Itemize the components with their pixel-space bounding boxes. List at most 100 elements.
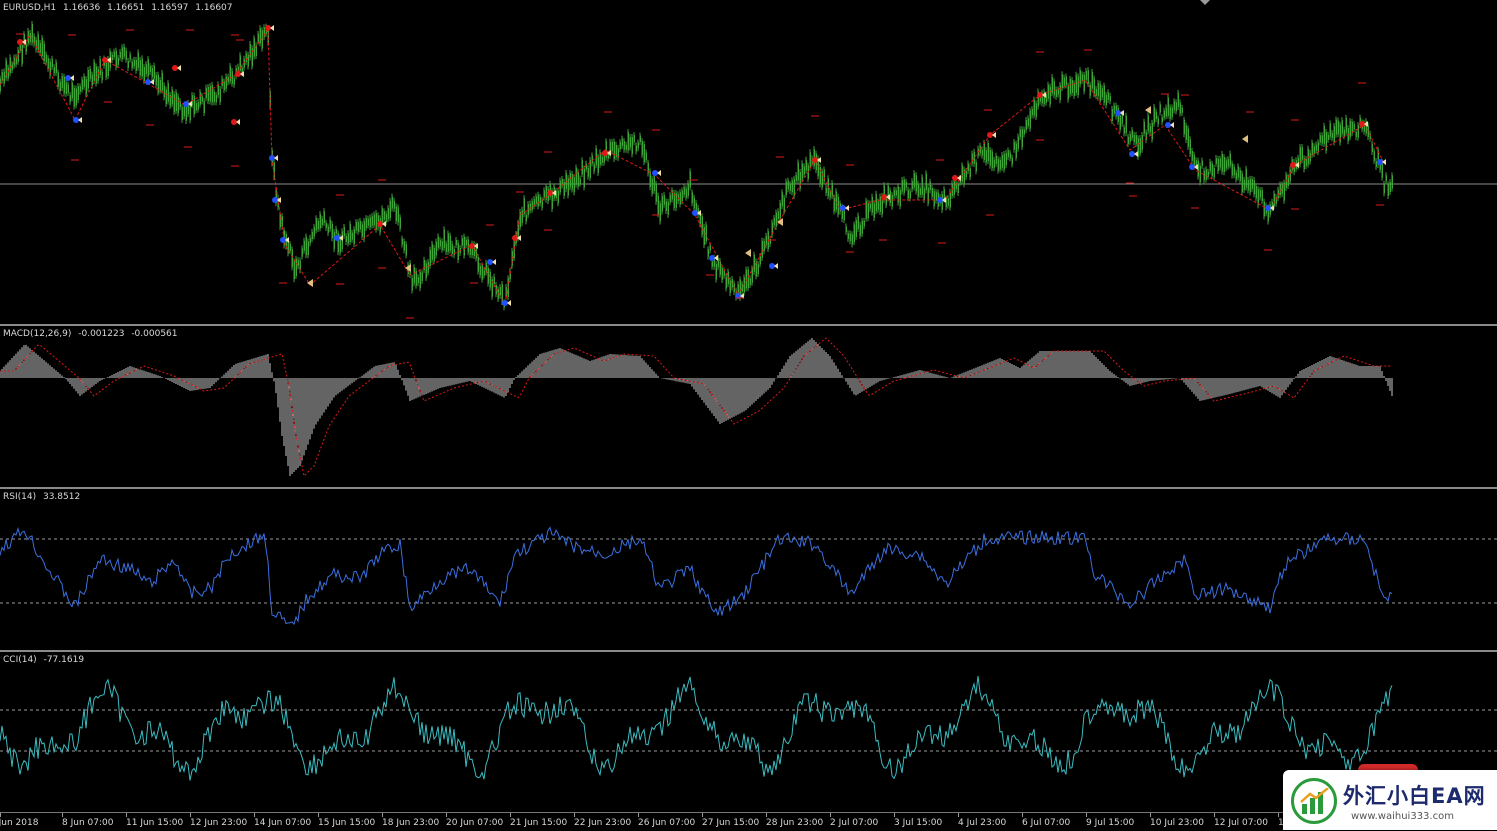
candle-body bbox=[165, 89, 167, 104]
candle-body bbox=[1087, 70, 1089, 84]
rsi-pane[interactable]: RSI(14) 33.8512 bbox=[0, 489, 1497, 650]
candle-body bbox=[33, 36, 35, 45]
sell-signal-icon bbox=[812, 157, 818, 163]
candle-body bbox=[965, 171, 967, 178]
signal-arrow-icon bbox=[285, 237, 289, 243]
candle-body bbox=[169, 94, 171, 106]
candle-body bbox=[663, 195, 665, 205]
cci-line-svg[interactable] bbox=[0, 652, 1497, 812]
candle-body bbox=[65, 82, 67, 94]
candle-body bbox=[433, 247, 435, 262]
candle-body bbox=[1317, 142, 1319, 153]
candle-body bbox=[993, 159, 995, 169]
time-axis[interactable]: 6 Jun 2018 8 Jun 07:00 11 Jun 15:00 12 Jun … bbox=[0, 812, 1497, 831]
candle-body bbox=[1135, 135, 1137, 144]
candle-body bbox=[1249, 178, 1251, 193]
candle-body bbox=[477, 256, 479, 272]
candle-body bbox=[213, 91, 215, 103]
rsi-label: RSI(14) 33.8512 bbox=[3, 492, 84, 502]
sell-signal-icon bbox=[512, 235, 518, 241]
candle-body bbox=[959, 177, 961, 184]
candle-body bbox=[1199, 166, 1201, 183]
candle-body bbox=[1353, 123, 1355, 130]
candle-body bbox=[15, 57, 17, 65]
signal-arrow-icon bbox=[657, 170, 661, 176]
candle-body bbox=[359, 220, 361, 230]
time-tick-mark bbox=[318, 813, 319, 817]
rsi-line-svg[interactable] bbox=[0, 489, 1497, 650]
candle-body bbox=[1379, 163, 1381, 170]
candle-body bbox=[1121, 113, 1123, 124]
candle-body bbox=[719, 260, 721, 275]
candle-body bbox=[795, 175, 797, 181]
candle-body bbox=[903, 179, 905, 193]
candle-body bbox=[1101, 88, 1103, 98]
signal-arrow-icon bbox=[745, 249, 751, 257]
candle-body bbox=[437, 236, 439, 248]
price-candles-svg[interactable] bbox=[0, 0, 1497, 324]
candle-body bbox=[545, 186, 547, 200]
candle-body bbox=[471, 243, 473, 256]
candle-body bbox=[681, 190, 683, 202]
candle-body bbox=[1203, 170, 1205, 181]
signal-arrow-icon bbox=[845, 205, 849, 211]
candle-body bbox=[649, 171, 651, 188]
time-tick-label: 10 Jul 23:00 bbox=[1150, 818, 1204, 828]
signal-arrow-icon bbox=[270, 25, 274, 31]
candle-body bbox=[11, 64, 13, 71]
candle-body bbox=[1231, 163, 1233, 176]
candle-body bbox=[483, 270, 485, 276]
cci-pane[interactable]: CCI(14) -77.1619 bbox=[0, 652, 1497, 812]
candle-body bbox=[157, 74, 159, 93]
candle-body bbox=[665, 201, 667, 211]
candle-body bbox=[1305, 158, 1307, 167]
time-tick-mark bbox=[0, 813, 1, 817]
candle-body bbox=[1127, 136, 1129, 144]
candle-body bbox=[1179, 102, 1181, 114]
candle-body bbox=[975, 162, 977, 172]
candle-body bbox=[567, 178, 569, 196]
candle-body bbox=[973, 151, 975, 164]
macd-histogram-svg[interactable] bbox=[0, 326, 1497, 487]
candle-body bbox=[621, 138, 623, 147]
candle-body bbox=[885, 197, 887, 206]
candle-body bbox=[1011, 157, 1013, 165]
pane-separator-2[interactable] bbox=[0, 487, 1497, 489]
time-tick-mark bbox=[766, 813, 767, 817]
candle-body bbox=[1307, 148, 1309, 165]
macd-pane[interactable]: MACD(12,26,9) -0.001223 -0.000561 bbox=[0, 326, 1497, 487]
candle-body bbox=[339, 237, 341, 253]
candle-body bbox=[49, 61, 51, 76]
candle-body bbox=[647, 162, 649, 174]
candle-body bbox=[497, 289, 499, 300]
candle-body bbox=[383, 211, 385, 220]
signal-arrow-icon bbox=[277, 197, 281, 203]
candle-body bbox=[337, 233, 339, 253]
candle-body bbox=[1119, 115, 1121, 130]
time-tick-mark bbox=[830, 813, 831, 817]
buy-signal-icon bbox=[1265, 205, 1271, 211]
signal-arrow-icon bbox=[22, 39, 26, 45]
candle-body bbox=[771, 222, 773, 236]
candle-body bbox=[417, 277, 419, 284]
candle-body bbox=[689, 171, 691, 188]
candle-body bbox=[527, 203, 529, 216]
candle-body bbox=[873, 203, 875, 218]
candle-body bbox=[889, 190, 891, 204]
sell-signal-icon bbox=[952, 175, 958, 181]
candle-body bbox=[501, 284, 503, 303]
candle-body bbox=[225, 76, 227, 89]
chart-shift-marker[interactable] bbox=[1200, 0, 1210, 5]
candle-body bbox=[833, 197, 835, 212]
price-chart-pane[interactable]: EURUSD,H1 1.16636 1.16651 1.16597 1.1660… bbox=[0, 0, 1497, 324]
candle-body bbox=[755, 261, 757, 277]
macd-signal-line bbox=[0, 337, 1392, 478]
candle-body bbox=[183, 105, 185, 117]
pane-separator-3[interactable] bbox=[0, 650, 1497, 652]
candle-body bbox=[1141, 135, 1143, 150]
candle-body bbox=[759, 256, 761, 265]
signal-arrow-icon bbox=[992, 132, 996, 138]
pane-separator-1[interactable] bbox=[0, 324, 1497, 326]
candle-body bbox=[721, 268, 723, 280]
candle-body bbox=[583, 168, 585, 188]
